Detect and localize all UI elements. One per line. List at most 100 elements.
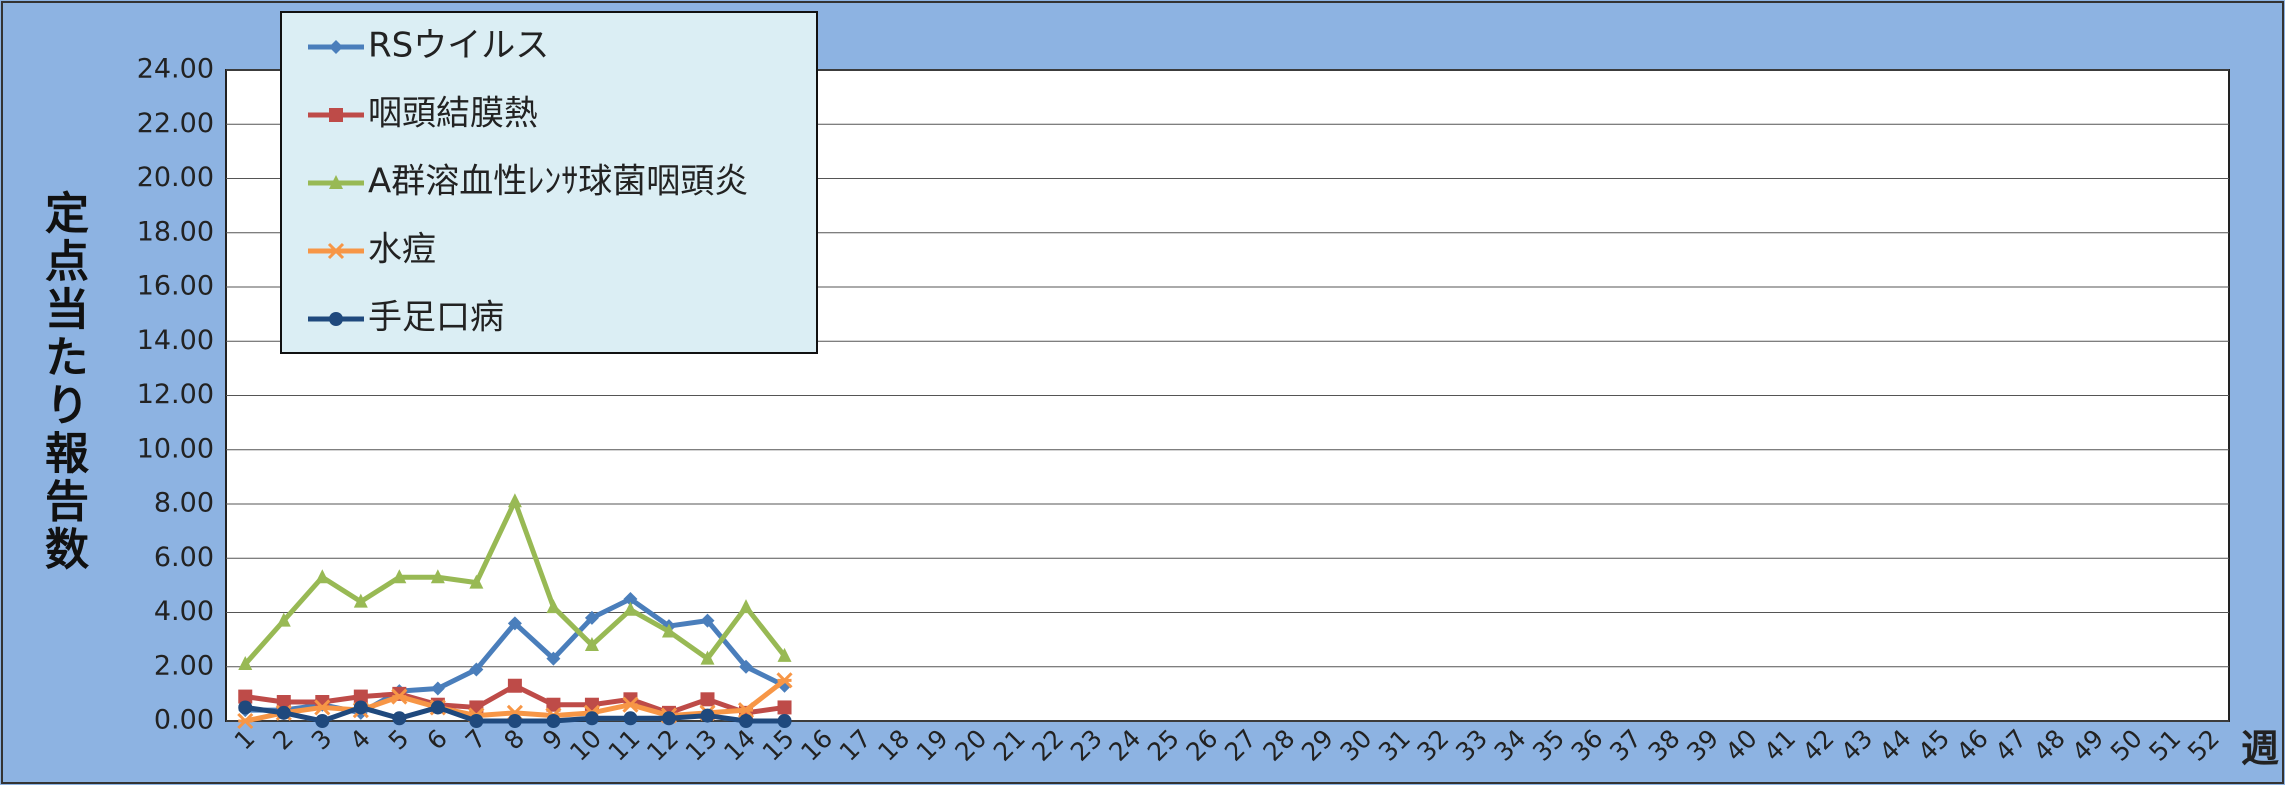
y-tick-label: 18.00: [137, 216, 214, 247]
marker: [700, 613, 715, 628]
marker: [623, 601, 638, 616]
marker: [777, 714, 792, 728]
x-tick-label: 17: [834, 724, 877, 767]
marker: [584, 610, 599, 625]
marker: [329, 312, 343, 326]
x-tick-label: 22: [1026, 724, 1069, 767]
marker: [739, 659, 754, 674]
x-tick-label: 10: [564, 724, 607, 767]
marker: [623, 591, 638, 606]
marker: [329, 40, 343, 54]
marker: [776, 672, 793, 689]
x-tick-label: 24: [1103, 724, 1146, 767]
marker: [469, 662, 484, 677]
marker: [327, 242, 345, 260]
marker: [353, 689, 368, 704]
x-tick-label: 14: [718, 724, 761, 767]
marker: [430, 700, 445, 715]
marker: [507, 616, 522, 631]
marker: [276, 695, 291, 710]
marker: [237, 712, 254, 730]
x-tick-label: 37: [1604, 724, 1647, 767]
marker: [622, 696, 639, 713]
x-tick-label: 28: [1257, 724, 1300, 767]
x-tick-label: 41: [1758, 724, 1801, 767]
x-tick-label: 15: [757, 724, 800, 767]
x-tick-label: 51: [2143, 724, 2186, 767]
x-tick-label: 34: [1489, 724, 1532, 767]
x-tick-label: 44: [1874, 724, 1917, 767]
marker: [392, 569, 407, 584]
y-axis-title: 定点当たり報告数: [37, 190, 88, 574]
x-tick-label: 36: [1566, 724, 1609, 767]
marker: [777, 700, 792, 715]
x-tick-label: 12: [641, 724, 684, 767]
x-tick-label: 6: [421, 724, 453, 756]
marker: [430, 681, 445, 696]
marker: [329, 175, 343, 189]
marker: [315, 569, 330, 584]
marker: [238, 656, 253, 671]
marker: [353, 700, 368, 715]
x-tick-label: 18: [872, 724, 915, 767]
x-tick-label: 40: [1720, 724, 1763, 767]
y-tick-label: 14.00: [137, 325, 214, 356]
x-tick-label: 19: [911, 724, 954, 767]
x-tick-label: 7: [460, 724, 492, 756]
marker: [276, 705, 291, 720]
x-tick-label: 32: [1412, 724, 1455, 767]
x-tick-label: 48: [2028, 724, 2071, 767]
x-tick-label: 33: [1450, 724, 1493, 767]
marker: [329, 108, 343, 122]
y-tick-label: 0.00: [154, 705, 214, 736]
y-tick-label: 2.00: [154, 650, 214, 681]
marker: [546, 651, 561, 666]
marker: [391, 688, 408, 705]
x-tick-label: 27: [1219, 724, 1262, 767]
marker: [469, 574, 484, 589]
x-tick-label: 2: [267, 724, 299, 756]
x-tick-label: 50: [2105, 724, 2148, 767]
marker: [700, 692, 715, 707]
x-tick-label: 43: [1835, 724, 1878, 767]
marker: [661, 711, 676, 726]
legend-label: A群溶血性ﾚﾝｻ球菌咽頭炎: [368, 162, 748, 202]
x-tick-label: 4: [344, 724, 376, 756]
x-tick-label: 29: [1296, 724, 1339, 767]
legend-box: [280, 11, 818, 354]
legend-label: 水痘: [368, 230, 436, 270]
y-tick-label: 16.00: [137, 271, 214, 302]
y-tick-label: 20.00: [137, 162, 214, 193]
marker: [661, 623, 676, 638]
marker: [507, 678, 522, 693]
x-tick-label: 9: [537, 724, 569, 756]
x-tick-label: 16: [795, 724, 838, 767]
marker: [430, 569, 445, 584]
marker: [507, 493, 522, 508]
x-tick-label: 5: [383, 724, 415, 756]
legend-label: 咽頭結膜熱: [368, 94, 538, 134]
x-tick-label: 30: [1335, 724, 1378, 767]
x-tick-label: 39: [1681, 724, 1724, 767]
marker: [777, 647, 792, 662]
marker: [546, 714, 561, 728]
x-tick-label: 35: [1527, 724, 1570, 767]
x-tick-label: 45: [1912, 724, 1955, 767]
marker: [546, 599, 561, 614]
x-tick-label: 23: [1065, 724, 1108, 767]
marker: [392, 711, 407, 726]
marker: [315, 714, 330, 728]
x-tick-label: 25: [1142, 724, 1185, 767]
x-tick-label: 49: [2066, 724, 2109, 767]
x-tick-label: 38: [1643, 724, 1686, 767]
x-tick-label: 8: [498, 724, 530, 756]
y-tick-label: 10.00: [137, 433, 214, 464]
y-tick-label: 6.00: [154, 542, 214, 573]
x-tick-label: 52: [2182, 724, 2225, 767]
x-tick-label: 3: [306, 724, 338, 756]
y-tick-label: 8.00: [154, 488, 214, 519]
x-axis-title: 週: [2241, 727, 2279, 771]
marker: [353, 593, 368, 608]
